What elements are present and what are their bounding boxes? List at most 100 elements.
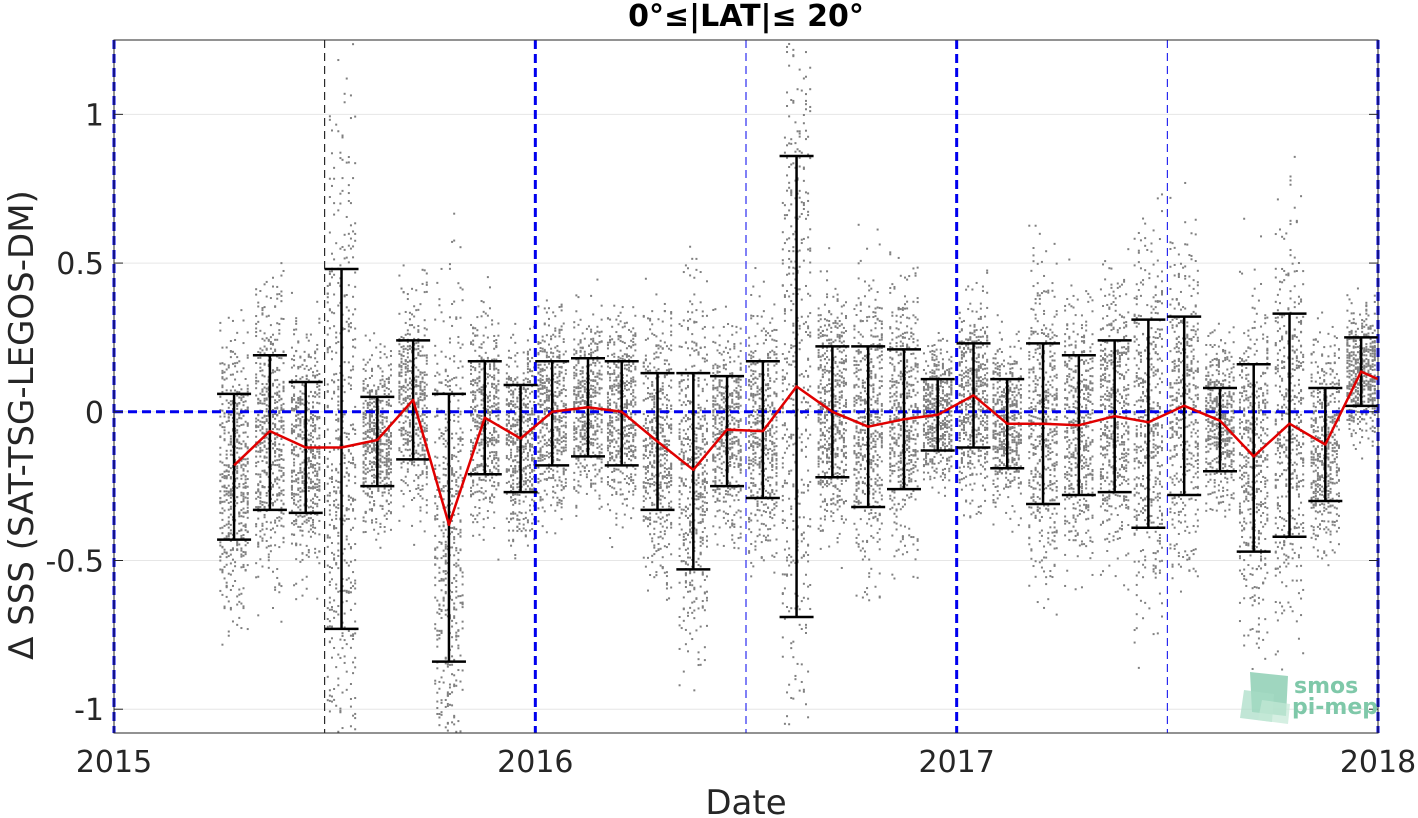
scatter-point bbox=[385, 517, 388, 520]
scatter-point bbox=[444, 545, 447, 548]
scatter-point bbox=[581, 372, 584, 375]
scatter-point bbox=[349, 452, 352, 455]
scatter-point bbox=[526, 413, 529, 416]
scatter-point bbox=[347, 543, 350, 546]
scatter-point bbox=[272, 285, 274, 288]
scatter-point bbox=[438, 687, 441, 690]
scatter-point bbox=[318, 468, 321, 471]
scatter-point bbox=[440, 350, 443, 353]
scatter-point bbox=[573, 471, 576, 474]
scatter-point bbox=[486, 336, 489, 339]
scatter-point bbox=[573, 432, 576, 435]
scatter-point bbox=[573, 435, 576, 438]
scatter-point bbox=[444, 561, 447, 564]
scatter-point bbox=[493, 367, 496, 370]
scatter-point bbox=[484, 351, 487, 354]
scatter-point bbox=[259, 493, 262, 496]
scatter-point bbox=[236, 496, 239, 499]
scatter-point bbox=[404, 420, 407, 423]
scatter-point bbox=[408, 405, 411, 408]
scatter-point bbox=[238, 360, 241, 363]
scatter-point bbox=[564, 436, 567, 439]
scatter-point bbox=[560, 417, 563, 420]
scatter-point bbox=[524, 488, 527, 491]
scatter-point bbox=[438, 608, 441, 611]
scatter-point bbox=[385, 435, 388, 438]
scatter-point bbox=[381, 442, 384, 445]
scatter-point bbox=[240, 534, 243, 537]
scatter-point bbox=[459, 680, 462, 683]
scatter-point bbox=[381, 413, 384, 416]
scatter-point bbox=[274, 519, 277, 522]
scatter-point bbox=[246, 511, 249, 514]
scatter-point bbox=[543, 478, 546, 481]
scatter-point bbox=[434, 596, 437, 599]
scatter-point bbox=[495, 452, 498, 455]
scatter-point bbox=[337, 281, 340, 284]
scatter-point bbox=[577, 387, 580, 390]
scatter-point bbox=[562, 388, 565, 391]
scatter-point bbox=[493, 481, 496, 484]
scatter-point bbox=[537, 418, 540, 421]
scatter-point bbox=[455, 684, 458, 687]
scatter-point bbox=[305, 518, 308, 521]
scatter-point bbox=[415, 474, 418, 477]
scatter-point bbox=[398, 380, 401, 383]
scatter-point bbox=[419, 430, 422, 433]
scatter-point bbox=[379, 454, 382, 457]
scatter-point bbox=[236, 390, 239, 393]
scatter-point bbox=[246, 409, 249, 412]
scatter-point bbox=[564, 412, 567, 415]
scatter-point bbox=[328, 270, 331, 273]
scatter-point bbox=[564, 433, 567, 436]
scatter-point bbox=[318, 484, 321, 487]
scatter-point bbox=[472, 393, 475, 396]
scatter-point bbox=[231, 584, 234, 587]
scatter-point bbox=[259, 496, 262, 499]
scatter-point bbox=[524, 436, 527, 439]
scatter-point bbox=[335, 413, 338, 416]
scatter-point bbox=[434, 495, 437, 498]
scatter-point bbox=[383, 525, 386, 528]
scatter-point bbox=[352, 634, 355, 637]
scatter-point bbox=[446, 665, 449, 668]
scatter-point bbox=[524, 390, 527, 393]
scatter-point bbox=[364, 477, 367, 480]
scatter-point bbox=[478, 512, 481, 515]
scatter-point bbox=[417, 410, 420, 413]
scatter-point bbox=[507, 529, 510, 532]
scatter-point bbox=[385, 471, 388, 474]
scatter-point bbox=[381, 479, 384, 482]
scatter-point bbox=[436, 599, 439, 602]
scatter-point bbox=[375, 389, 378, 392]
scatter-point bbox=[381, 449, 384, 452]
scatter-point bbox=[497, 457, 500, 460]
scatter-point bbox=[276, 391, 279, 394]
scatter-point bbox=[524, 412, 527, 415]
scatter-point bbox=[299, 495, 302, 498]
scatter-point bbox=[337, 408, 340, 411]
scatter-point bbox=[349, 560, 352, 563]
scatter-point bbox=[577, 449, 580, 452]
scatter-point bbox=[398, 382, 401, 385]
scatter-point bbox=[522, 448, 525, 451]
scatter-point bbox=[265, 491, 268, 494]
scatter-point bbox=[453, 616, 456, 619]
scatter-point bbox=[227, 494, 230, 497]
scatter-point bbox=[472, 407, 475, 410]
scatter-point bbox=[328, 118, 331, 121]
scatter-point bbox=[223, 500, 226, 503]
scatter-point bbox=[387, 404, 390, 407]
scatter-point bbox=[556, 449, 559, 452]
scatter-point bbox=[225, 493, 228, 496]
scatter-point bbox=[442, 455, 445, 458]
scatter-point bbox=[278, 449, 281, 452]
scatter-point bbox=[364, 412, 367, 415]
scatter-point bbox=[297, 397, 300, 400]
scatter-point bbox=[516, 438, 519, 441]
scatter-point bbox=[461, 299, 464, 302]
scatter-point bbox=[480, 487, 483, 490]
scatter-point bbox=[461, 669, 464, 672]
scatter-point bbox=[434, 623, 437, 626]
scatter-point bbox=[579, 473, 582, 476]
